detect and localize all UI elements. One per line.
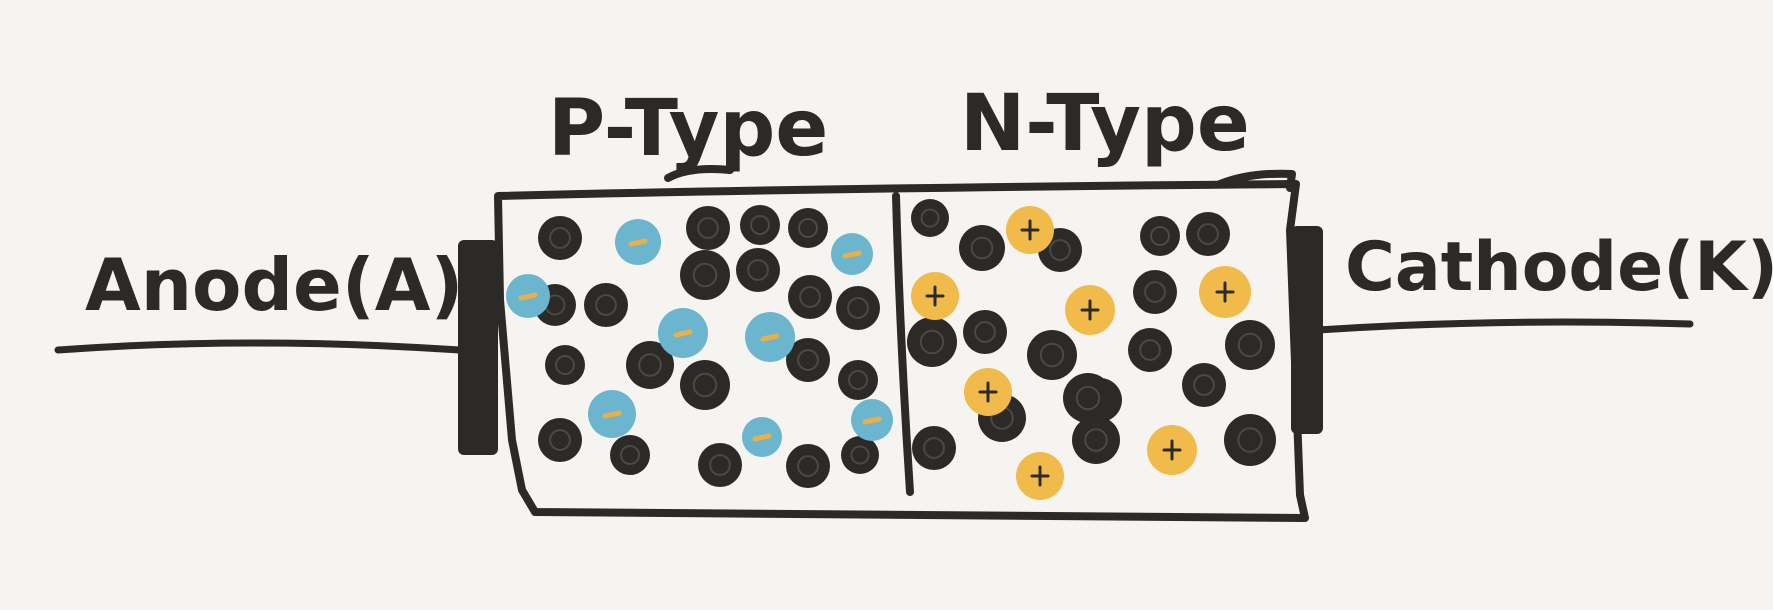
neutral-atom-group [534,199,1276,488]
anode-label: Anode(A) [85,243,463,327]
neutral-atom-dot [1072,416,1120,464]
atom-ring-mark [920,208,940,228]
minus-sign-mark [602,410,622,419]
minus-sign-mark [673,329,693,338]
atom-ring-mark [750,215,770,235]
anode-lead-wire [54,339,464,354]
anode-terminal-plate [458,240,498,455]
atom-ring-mark [797,349,819,371]
minus-sign-mark [862,416,882,425]
neutral-atom-dot [1225,320,1275,370]
neutral-atom-dot [786,338,830,382]
minus-sign-mark [628,238,648,247]
atom-ring-mark [799,286,821,308]
neutral-atom-dot [1133,270,1177,314]
neutral-atom-dot [1128,328,1172,372]
atom-ring-mark [974,321,996,343]
p-type-label: P-Type [548,84,828,174]
neutral-atom-dot [736,248,780,292]
body-corner-stroke [1216,169,1296,192]
atom-ring-mark [692,262,718,288]
neutral-atom-dot [538,418,582,462]
atom-ring-mark [1197,223,1219,245]
atom-ring-mark [709,454,731,476]
n-type-label: N-Type [960,79,1250,169]
neutral-atom-dot [788,275,832,319]
atom-ring-mark [848,370,868,390]
atom-ring-mark [797,455,819,477]
atom-ring-mark [919,329,945,355]
atom-ring-mark [1049,239,1071,261]
neutral-atom-dot [959,225,1005,271]
neutral-atom-dot [963,310,1007,354]
neutral-atom-dot [680,360,730,410]
neutral-atom-dot [836,286,880,330]
atom-ring-mark [692,372,718,398]
atom-ring-mark [697,217,719,239]
atom-ring-mark [798,218,818,238]
neutral-atom-dot [610,435,650,475]
atom-ring-mark [638,353,662,377]
neutral-atom-dot [626,341,674,389]
atom-ring-mark [1237,332,1263,358]
neutral-atom-dot [1186,212,1230,256]
minus-sign-mark [760,333,780,342]
atom-ring-mark [555,355,575,375]
atom-ring-mark [970,236,994,260]
neutral-atom-dot [680,250,730,300]
atom-ring-mark [923,437,945,459]
neutral-atom-dot [545,345,585,385]
neutral-atom-dot [740,205,780,245]
neutral-atom-dot [1063,373,1113,423]
atom-ring-mark [1193,374,1215,396]
minus-sign-mark [842,250,862,259]
atom-ring-mark [549,227,571,249]
atom-ring-mark [850,445,870,465]
neutral-atom-dot [838,360,878,400]
neutral-atom-dot [584,283,628,327]
atom-ring-mark [1139,339,1161,361]
atom-ring-mark [1150,226,1170,246]
atom-ring-mark [1237,427,1263,453]
diode-body-outline [494,180,1309,522]
neutral-atom-dot [911,199,949,237]
neutral-atom-dot [538,216,582,260]
atom-ring-mark [847,297,869,319]
atom-ring-mark [1144,281,1166,303]
neutral-atom-dot [1140,216,1180,256]
neutral-atom-dot [686,206,730,250]
atom-ring-mark [1075,385,1101,411]
cathode-label: Cathode(K) [1345,228,1773,307]
neutral-atom-dot [788,208,828,248]
atom-ring-mark [595,294,617,316]
neutral-atom-dot [912,426,956,470]
neutral-atom-dot [907,317,957,367]
p-type-carrier-group [506,219,893,457]
atom-ring-mark [1084,428,1108,452]
neutral-atom-dot [1224,414,1276,466]
neutral-atom-dot [1182,363,1226,407]
neutral-atom-dot [698,443,742,487]
neutral-atom-dot [786,444,830,488]
neutral-atom-dot [1027,330,1077,380]
n-type-carrier-group [911,206,1251,500]
pn-junction-line [892,192,914,496]
atom-ring-mark [620,445,640,465]
neutral-atom-dot [841,436,879,474]
cathode-lead-wire [1314,318,1694,334]
atom-ring-mark [1039,342,1065,368]
atom-ring-mark [747,259,769,281]
minus-sign-mark [518,292,538,301]
minus-sign-mark [752,433,772,442]
atom-ring-mark [549,429,571,451]
body-sketch-stroke [664,165,734,182]
